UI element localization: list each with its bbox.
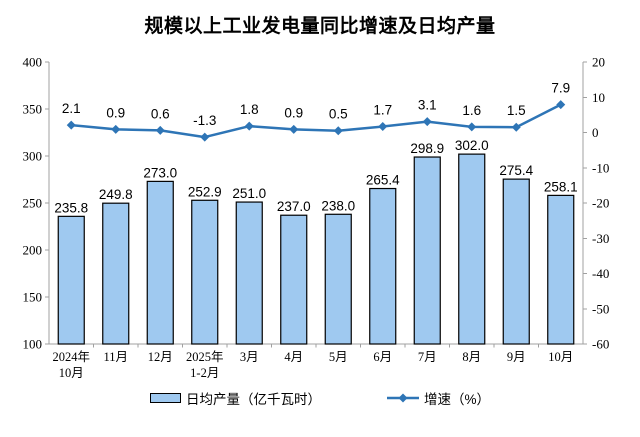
bar: [146, 180, 174, 345]
bar: [191, 199, 219, 345]
right-axis-tick-label: 10: [592, 90, 605, 105]
x-axis-category-label: 9月: [507, 350, 526, 364]
line-marker: [289, 124, 299, 134]
x-axis-category-label: 6月: [373, 350, 392, 364]
legend-diamond-glyph: [398, 393, 408, 403]
growth-line: [70, 103, 562, 139]
right-axis-tick-label: -30: [592, 231, 609, 246]
right-axis-tick-label: -50: [592, 301, 609, 316]
bar-series-swatch-icon: [149, 393, 181, 403]
line-value-label: 1.6: [462, 103, 481, 118]
bar: [547, 194, 575, 345]
left-axis-tick-label: 400: [23, 55, 43, 70]
x-axis-category-label: 3月: [240, 350, 259, 364]
line-value-label: 1.7: [373, 103, 392, 118]
right-axis-tick-label: -40: [592, 266, 609, 281]
legend-item-line: 增速（%）: [386, 388, 490, 408]
bar-value-label: 275.4: [499, 163, 533, 178]
bar-value-label: 251.0: [232, 186, 266, 201]
bar: [413, 156, 441, 345]
line-value-label: -1.3: [193, 113, 216, 128]
x-axis-category-label: 4月: [284, 350, 303, 364]
x-axis-category-label: 10月: [59, 366, 84, 380]
line-marker: [244, 121, 254, 131]
left-axis-tick-label: 300: [23, 149, 43, 164]
bar-value-label: 258.1: [544, 179, 578, 194]
line-marker: [155, 125, 165, 135]
bar-value-label: 252.9: [188, 184, 222, 199]
x-axis-category-label: 8月: [462, 350, 481, 364]
bar: [324, 213, 352, 345]
line-value-label: 1.8: [240, 102, 259, 117]
left-axis-tick-label: 350: [23, 102, 43, 117]
line-marker: [556, 100, 566, 110]
bar-value-label: 238.0: [321, 198, 355, 213]
line-value-label: 0.6: [151, 106, 170, 121]
left-axis-tick-label: 100: [23, 337, 43, 352]
left-axis-tick-label: 250: [23, 196, 43, 211]
line-marker: [333, 126, 343, 136]
line-value-label: 1.5: [507, 103, 526, 118]
line-marker: [378, 122, 388, 132]
x-axis-category-label: 5月: [329, 350, 348, 364]
x-axis-category-label: 7月: [418, 350, 437, 364]
legend-line-label: 增速（%）: [423, 392, 490, 407]
x-axis-category-label: 2025年: [186, 350, 224, 364]
line-value-label: 0.9: [284, 105, 303, 120]
line-series-swatch-icon: [386, 392, 420, 404]
right-axis-tick-label: -10: [592, 160, 609, 175]
x-axis-category-label: 2024年: [52, 350, 90, 364]
bar: [102, 202, 130, 345]
line-marker: [66, 120, 76, 130]
right-axis-tick-label: 0: [592, 125, 599, 140]
x-axis-category-label: 11月: [103, 350, 128, 364]
x-axis-category-label: 1-2月: [190, 366, 219, 380]
bar-value-label: 235.8: [54, 200, 88, 215]
line-marker: [422, 117, 432, 127]
bar: [57, 215, 85, 345]
x-axis-category-label: 10月: [548, 350, 573, 364]
right-axis-tick-label: -20: [592, 196, 609, 211]
legend: 日均产量（亿千瓦时） 增速（%）: [0, 388, 640, 408]
line-value-label: 7.9: [551, 81, 570, 96]
bar: [458, 153, 486, 345]
bar-value-label: 237.0: [277, 199, 311, 214]
bar: [280, 214, 308, 345]
line-value-label: 0.5: [329, 107, 348, 122]
bar: [502, 178, 530, 345]
right-axis-tick-label: -60: [592, 337, 609, 352]
bar-value-label: 273.0: [143, 165, 177, 180]
x-axis-category-label: 12月: [148, 350, 173, 364]
bar: [369, 187, 397, 345]
line-value-label: 3.1: [418, 98, 437, 113]
bar: [235, 201, 263, 345]
right-axis-tick-label: 20: [592, 55, 605, 70]
line-marker: [467, 122, 477, 132]
legend-bar-label: 日均产量（亿千瓦时）: [185, 392, 321, 407]
line-marker: [111, 124, 121, 134]
line-value-label: 2.1: [62, 101, 81, 116]
bar-value-label: 302.0: [455, 138, 489, 153]
line-marker: [200, 132, 210, 142]
bar-value-label: 249.8: [99, 187, 133, 202]
chart-title: 规模以上工业发电量同比增速及日均产量: [144, 16, 496, 37]
line-value-label: 0.9: [106, 105, 125, 120]
bar-value-label: 298.9: [410, 141, 444, 156]
left-axis-tick-label: 150: [23, 290, 43, 305]
line-marker: [511, 122, 521, 132]
bar-value-label: 265.4: [366, 173, 400, 188]
legend-item-bar: 日均产量（亿千瓦时）: [149, 388, 321, 408]
left-axis-tick-label: 200: [23, 243, 43, 258]
